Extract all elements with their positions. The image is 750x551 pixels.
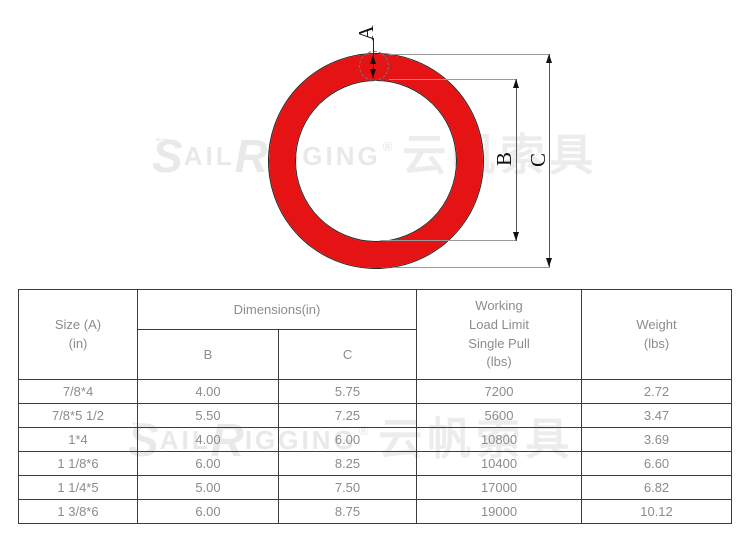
header-col-c: C	[277, 329, 418, 380]
cell-wll: 5600	[416, 403, 583, 428]
cross-section-marker-circle	[359, 51, 389, 81]
header-size: Size (A) (in)	[18, 289, 138, 380]
cell-wll: 10800	[416, 427, 583, 452]
cell-c: 8.25	[277, 451, 418, 476]
cell-size: 1 3/8*6	[18, 499, 138, 524]
cell-size: 7/8*4	[18, 379, 138, 404]
table-row: 1 1/8*6 6.00 8.25 10400 6.60	[18, 451, 733, 476]
cell-c: 5.75	[277, 379, 418, 404]
dim-c-arrow-down-icon	[546, 258, 552, 267]
cell-b: 6.00	[137, 451, 279, 476]
cell-weight: 2.72	[581, 379, 733, 404]
cell-wll: 7200	[416, 379, 583, 404]
table-row: 1 1/4*5 5.00 7.50 17000 6.82	[18, 475, 733, 500]
cell-c: 8.75	[277, 499, 418, 524]
table-header-row-1: Size (A) (in) Dimensions(in) Working Loa…	[18, 289, 733, 380]
ext-line-bottom-inner	[380, 240, 516, 241]
header-wll: Working Load Limit Single Pull (lbs)	[416, 289, 583, 380]
header-dimensions: Dimensions(in)	[136, 289, 418, 330]
cell-c: 6.00	[277, 427, 418, 452]
cell-b: 5.00	[137, 475, 279, 500]
header-weight: Weight (lbs)	[581, 289, 733, 380]
ext-line-top-outer	[389, 54, 550, 55]
table-header-row-2: B C	[19, 329, 732, 380]
table-row: 7/8*4 4.00 5.75 7200 2.72	[18, 379, 733, 404]
ext-line-top-inner	[389, 79, 516, 80]
spec-table: Size (A) (in) Dimensions(in) Working Loa…	[18, 289, 733, 524]
watermark-letter-r: R	[234, 130, 268, 182]
dim-b-arrow-down-icon	[513, 232, 519, 241]
header-wll-line3: Single Pull	[468, 335, 530, 351]
watermark-arrow-icon: ←	[152, 126, 172, 148]
header-wll-line2: Load Limit	[469, 316, 529, 332]
table-row: 1 3/8*6 6.00 8.75 19000 10.12	[18, 499, 733, 524]
watermark-text-ail: AIL	[183, 141, 235, 171]
cell-b: 5.50	[137, 403, 279, 428]
cell-wll: 19000	[416, 499, 583, 524]
table-row: 1*4 4.00 6.00 10800 3.69	[18, 427, 733, 452]
cell-b: 4.00	[137, 427, 279, 452]
round-ring-drawing	[269, 54, 483, 268]
header-col-b: B	[137, 329, 279, 380]
dim-c-arrow-up-icon	[546, 54, 552, 63]
dim-a-arrow-down-icon	[370, 69, 376, 78]
ext-line-bottom-outer	[393, 267, 550, 268]
cell-weight: 10.12	[581, 499, 733, 524]
dim-b-arrow-up-icon	[513, 79, 519, 88]
header-wll-line1: Working	[475, 297, 523, 313]
cell-wll: 17000	[416, 475, 583, 500]
cell-c: 7.25	[277, 403, 418, 428]
cell-size: 1*4	[18, 427, 138, 452]
table-row: 7/8*5 1/2 5.50 7.25 5600 3.47	[18, 403, 733, 428]
cell-b: 4.00	[137, 379, 279, 404]
dim-label-c: C	[525, 153, 550, 168]
cell-weight: 6.82	[581, 475, 733, 500]
dim-b-line	[516, 79, 517, 241]
cell-wll: 10400	[416, 451, 583, 476]
dim-label-a: A	[353, 25, 378, 41]
dim-c-line	[549, 54, 550, 267]
cell-weight: 6.60	[581, 451, 733, 476]
header-weight-line1: Weight	[636, 316, 677, 332]
dim-label-b: B	[491, 152, 516, 167]
header-size-line2: (in)	[68, 335, 88, 351]
cell-size: 1 1/4*5	[18, 475, 138, 500]
cell-size: 7/8*5 1/2	[18, 403, 138, 428]
cell-weight: 3.47	[581, 403, 733, 428]
cell-b: 6.00	[137, 499, 279, 524]
header-size-line1: Size (A)	[54, 316, 102, 332]
watermark-letter-s: S	[152, 130, 183, 182]
header-wll-line4: (lbs)	[486, 354, 512, 370]
dim-a-arrow-up-icon	[370, 55, 376, 64]
cell-size: 1 1/8*6	[18, 451, 138, 476]
cell-c: 7.50	[277, 475, 418, 500]
header-weight-line2: (lbs)	[643, 335, 670, 351]
cell-weight: 3.69	[581, 427, 733, 452]
